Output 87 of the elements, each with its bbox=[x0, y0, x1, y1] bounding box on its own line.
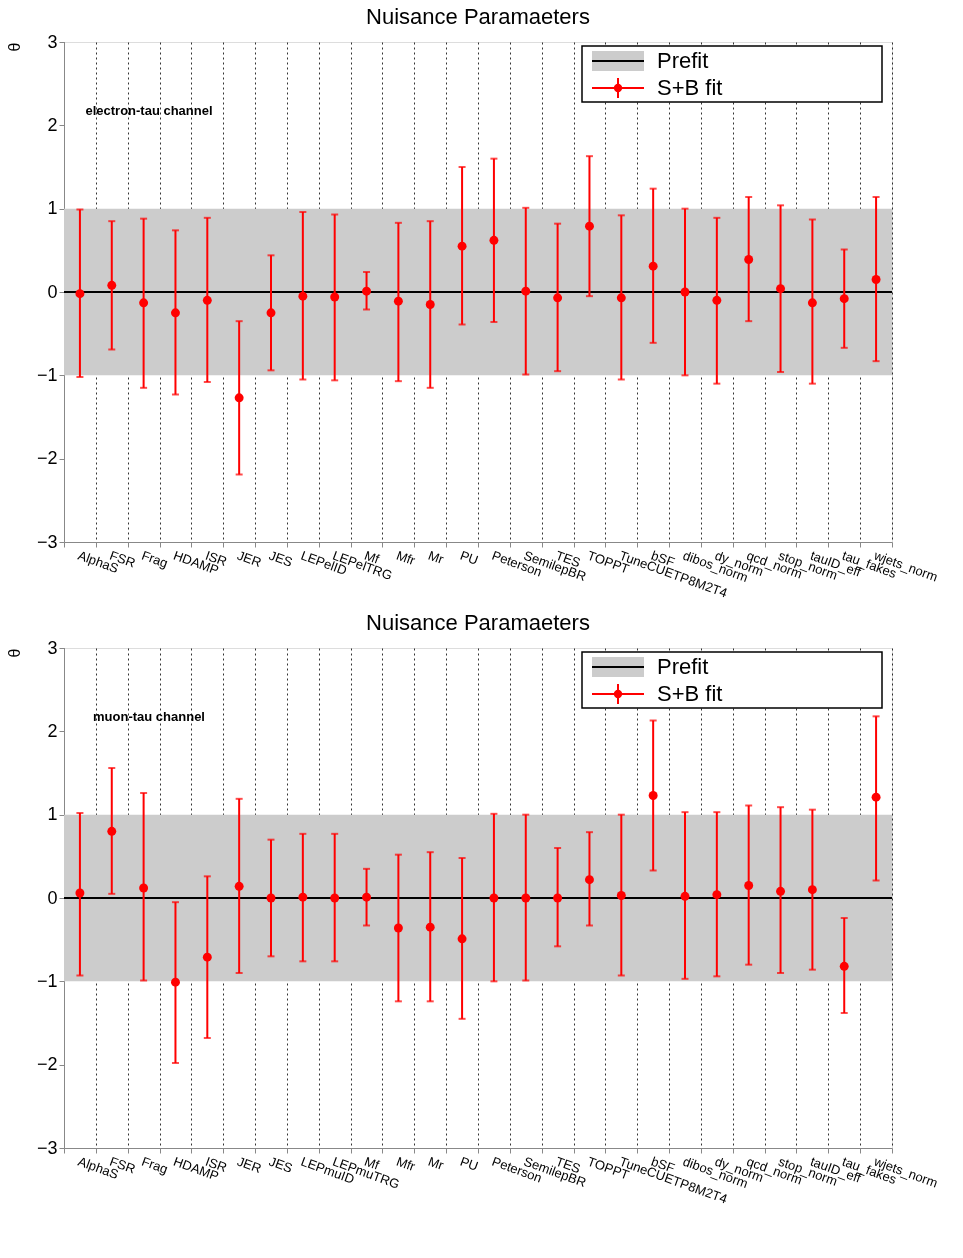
point bbox=[521, 893, 531, 903]
y-tick-label: −1 bbox=[36, 364, 58, 385]
point bbox=[425, 922, 435, 932]
y-axis-title: θ bbox=[5, 648, 23, 658]
point bbox=[234, 881, 244, 891]
point bbox=[616, 891, 626, 900]
point bbox=[330, 893, 340, 903]
legend-label: Prefit bbox=[657, 48, 709, 73]
y-tick-label: 2 bbox=[47, 114, 58, 135]
y-tick-label: 3 bbox=[47, 31, 58, 52]
point bbox=[744, 255, 754, 264]
point bbox=[266, 893, 276, 903]
annotation: muon-tau channel bbox=[93, 709, 205, 724]
x-tick-label: JER bbox=[235, 1153, 264, 1177]
point bbox=[362, 286, 372, 296]
point bbox=[489, 893, 499, 903]
point bbox=[139, 298, 149, 308]
y-axis-title: θ bbox=[5, 42, 23, 52]
point bbox=[362, 892, 372, 902]
y-tick-label: −1 bbox=[36, 970, 58, 991]
point bbox=[234, 393, 244, 403]
y-tick-label: 1 bbox=[47, 198, 58, 219]
point bbox=[266, 308, 276, 318]
y-tick-label: −3 bbox=[36, 531, 58, 552]
point bbox=[584, 875, 594, 885]
y-tick-label: −2 bbox=[36, 1054, 58, 1075]
x-tick-label: PU bbox=[458, 547, 481, 568]
point bbox=[807, 885, 817, 895]
point bbox=[712, 890, 722, 900]
point bbox=[648, 261, 658, 271]
point bbox=[553, 893, 563, 903]
point bbox=[712, 295, 722, 305]
chart-title: Nuisance Paramaeters bbox=[366, 610, 590, 635]
x-tick-label: JES bbox=[267, 547, 295, 570]
annotation: electron-tau channel bbox=[85, 103, 213, 118]
x-tick-label: Mfr bbox=[394, 547, 418, 569]
point bbox=[553, 293, 563, 303]
point bbox=[839, 961, 849, 971]
x-tick-label: JER bbox=[235, 547, 264, 571]
point bbox=[776, 886, 786, 896]
point bbox=[584, 221, 594, 231]
x-tick-label: JES bbox=[267, 1153, 295, 1176]
point bbox=[648, 791, 658, 800]
point bbox=[807, 298, 817, 308]
point bbox=[457, 934, 467, 944]
point bbox=[616, 293, 626, 303]
x-tick-label: Mr bbox=[426, 1153, 447, 1174]
point bbox=[75, 289, 85, 299]
point bbox=[839, 294, 849, 304]
point bbox=[457, 241, 467, 251]
point bbox=[393, 923, 403, 933]
chart-title: Nuisance Paramaeters bbox=[366, 4, 590, 29]
point bbox=[871, 792, 881, 802]
x-tick-label: Frag bbox=[139, 547, 170, 571]
y-tick-label: 2 bbox=[47, 720, 58, 741]
point bbox=[330, 292, 340, 302]
point bbox=[107, 280, 117, 290]
y-tick-label: −2 bbox=[36, 448, 58, 469]
point bbox=[298, 291, 308, 301]
point bbox=[489, 235, 499, 245]
point bbox=[202, 952, 212, 962]
x-tick-label: PU bbox=[458, 1153, 481, 1174]
point bbox=[680, 287, 690, 297]
y-tick-label: 3 bbox=[47, 637, 58, 658]
x-tick-label: Mr bbox=[426, 547, 447, 568]
y-tick-label: 1 bbox=[47, 804, 58, 825]
legend-label: S+B fit bbox=[657, 75, 723, 100]
point bbox=[776, 284, 786, 294]
y-tick-label: 0 bbox=[47, 281, 58, 302]
legend-label: Prefit bbox=[657, 654, 709, 679]
point bbox=[75, 888, 85, 898]
point bbox=[871, 275, 881, 284]
point bbox=[680, 891, 690, 901]
point bbox=[170, 308, 180, 318]
point bbox=[744, 881, 754, 890]
point bbox=[393, 296, 403, 306]
point bbox=[202, 295, 212, 305]
point bbox=[139, 883, 149, 893]
point bbox=[521, 286, 531, 296]
point bbox=[170, 977, 180, 987]
legend-label: S+B fit bbox=[657, 681, 723, 706]
point bbox=[425, 300, 435, 309]
y-tick-label: −3 bbox=[36, 1137, 58, 1158]
y-tick-label: 0 bbox=[47, 887, 58, 908]
point bbox=[298, 892, 308, 902]
x-tick-label: Frag bbox=[139, 1153, 170, 1177]
point bbox=[107, 826, 117, 836]
